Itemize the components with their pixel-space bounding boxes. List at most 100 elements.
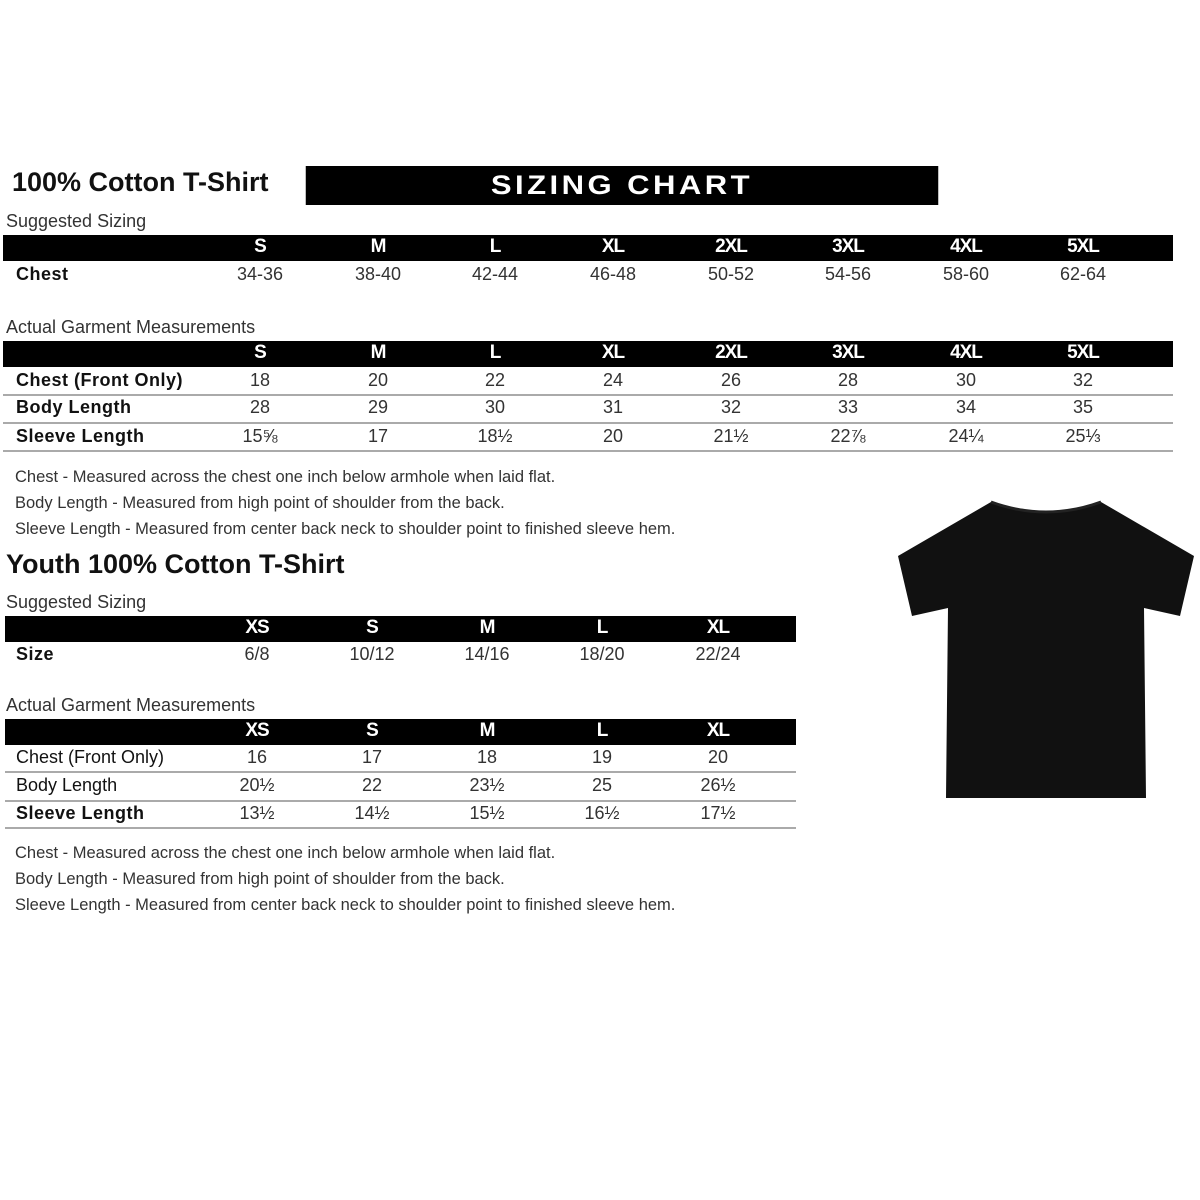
table-cell: 42-44	[471, 264, 519, 284]
row-label: Body Length	[16, 397, 132, 417]
table-cell: 50-52	[707, 264, 755, 284]
size-header-M: M	[479, 720, 496, 741]
size-header-3XL: 3XL	[832, 342, 865, 363]
table-cell: 24	[602, 370, 624, 390]
adult-title: 100% Cotton T-Shirt	[12, 167, 269, 197]
row-label: Size	[16, 644, 55, 664]
table-cell: 31	[602, 397, 624, 417]
youth-title: Youth 100% Cotton T-Shirt	[6, 549, 345, 579]
row-label: Chest (Front Only)	[16, 370, 183, 390]
table-cell: 34	[955, 397, 977, 417]
table-cell: 22⅞	[830, 426, 866, 446]
youth-header-bar	[5, 616, 796, 642]
tshirt-icon	[898, 500, 1194, 798]
table-cell: 14/16	[464, 644, 510, 664]
size-header-S: S	[254, 236, 267, 257]
table-cell: 25	[591, 775, 613, 795]
table-cell: 20	[367, 370, 389, 390]
size-header-XL: XL	[601, 342, 625, 363]
sizing-chart-banner: SIZING CHART	[305, 166, 939, 205]
size-header-L: L	[596, 617, 609, 638]
measurement-note: Chest - Measured across the chest one in…	[15, 468, 556, 486]
row-divider	[5, 827, 796, 829]
table-cell: 30	[955, 370, 977, 390]
table-cell: 28	[249, 397, 271, 417]
table-cell: 16	[246, 747, 268, 767]
banner-bg: SIZING CHART	[305, 166, 939, 205]
measurement-note: Body Length - Measured from high point o…	[15, 870, 505, 888]
size-header-2XL: 2XL	[715, 342, 748, 363]
size-header-S: S	[366, 720, 379, 741]
adult-header-bar	[3, 235, 1173, 261]
table-cell: 18/20	[579, 644, 625, 664]
adult-header-bar	[3, 341, 1173, 367]
table-cell: 19	[591, 747, 613, 767]
adult-actual-label: Actual Garment Measurements	[6, 317, 256, 337]
size-header-S: S	[254, 342, 267, 363]
table-cell: 17	[361, 747, 383, 767]
table-cell: 23½	[469, 775, 505, 795]
table-cell: 6/8	[244, 644, 270, 664]
table-cell: 17½	[700, 803, 736, 823]
table-cell: 20	[602, 426, 624, 446]
table-cell: 35	[1072, 397, 1094, 417]
size-header-S: S	[366, 617, 379, 638]
table-cell: 20	[707, 747, 729, 767]
size-header-5XL: 5XL	[1067, 236, 1100, 257]
size-header-L: L	[489, 342, 502, 363]
row-divider	[3, 450, 1173, 452]
size-header-XS: XS	[245, 617, 269, 638]
table-cell: 14½	[354, 803, 390, 823]
measurement-note: Chest - Measured across the chest one in…	[15, 844, 556, 862]
size-header-XL: XL	[706, 720, 730, 741]
table-cell: 10/12	[349, 644, 395, 664]
table-cell: 15½	[469, 803, 505, 823]
table-cell: 28	[837, 370, 859, 390]
measurement-note: Sleeve Length - Measured from center bac…	[15, 520, 676, 538]
size-header-M: M	[370, 236, 387, 257]
size-header-XL: XL	[601, 236, 625, 257]
row-label: Chest (Front Only)	[16, 747, 165, 767]
row-divider	[3, 394, 1173, 396]
size-header-4XL: 4XL	[950, 342, 983, 363]
row-divider	[3, 422, 1173, 424]
measurement-note: Body Length - Measured from high point o…	[15, 494, 505, 512]
youth-actual-label: Actual Garment Measurements	[6, 695, 256, 715]
table-cell: 46-48	[589, 264, 637, 284]
row-label: Chest	[16, 264, 69, 284]
table-cell: 16½	[584, 803, 620, 823]
table-cell: 22	[484, 370, 506, 390]
size-header-2XL: 2XL	[715, 236, 748, 257]
size-header-3XL: 3XL	[832, 236, 865, 257]
table-cell: 20½	[239, 775, 275, 795]
table-cell: 18	[249, 370, 271, 390]
table-cell: 38-40	[354, 264, 402, 284]
size-header-L: L	[489, 236, 502, 257]
table-cell: 22/24	[695, 644, 741, 664]
table-cell: 30	[484, 397, 506, 417]
size-header-L: L	[596, 720, 609, 741]
table-cell: 15⅝	[242, 426, 278, 446]
adult-suggested-label: Suggested Sizing	[6, 211, 147, 231]
table-cell: 18	[476, 747, 498, 767]
table-cell: 21½	[713, 426, 749, 446]
size-header-4XL: 4XL	[950, 236, 983, 257]
row-divider	[5, 800, 796, 802]
table-cell: 26½	[700, 775, 736, 795]
table-cell: 58-60	[942, 264, 990, 284]
table-cell: 13½	[239, 803, 275, 823]
row-label: Sleeve Length	[16, 426, 145, 446]
size-header-XS: XS	[245, 720, 269, 741]
table-cell: 18½	[477, 426, 513, 446]
table-cell: 32	[720, 397, 742, 417]
size-header-5XL: 5XL	[1067, 342, 1100, 363]
size-header-M: M	[370, 342, 387, 363]
size-header-XL: XL	[706, 617, 730, 638]
table-cell: 24¼	[948, 426, 984, 446]
measurement-note: Sleeve Length - Measured from center bac…	[15, 896, 676, 914]
table-cell: 32	[1072, 370, 1094, 390]
table-cell: 34-36	[236, 264, 284, 284]
table-cell: 25⅓	[1065, 426, 1101, 446]
table-cell: 62-64	[1059, 264, 1107, 284]
